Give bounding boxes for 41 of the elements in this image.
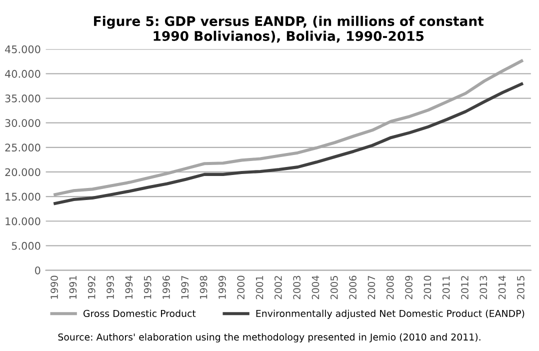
y-tick-label: 0 [35,266,40,274]
x-tick-label: 2002 [274,276,282,300]
y-tick-label: 20.000 [5,168,40,176]
x-tick-label: 1991 [69,276,77,299]
y-tick-label: 35.000 [5,94,40,102]
y-tick-label: 10.000 [6,217,40,226]
x-tick-label: 1998 [200,276,208,299]
x-tick-label: 2003 [293,276,301,300]
x-tick-label: 1997 [181,276,189,299]
x-tick-label: 1993 [106,276,114,299]
source-note: Source: Authors' elaboration using the methodology presented in Jemio (2010 and 2011). [58,333,480,342]
y-tick-label: 45.000 [5,45,40,54]
y-tick-label: 5.000 [12,242,40,250]
legend-label: Environmentally adjusted Net Domestic Product (EANDP) [256,310,524,319]
x-tick-label: 2011 [442,276,450,300]
x-tick-label: 1995 [144,276,152,299]
x-tick-label: 2009 [405,276,412,300]
y-tick-label: 40.000 [5,70,40,78]
x-tick-label: 1992 [88,276,96,299]
x-tick-label: 2001 [256,276,264,300]
chart-title: Figure 5: GDP versus EANDP, (in millions of constant 1990 Bolivianos), Bolivia, 1990-2015 [94,16,484,43]
x-tick-label: 2010 [424,276,432,300]
y-tick-label: 30.000 [5,119,40,127]
x-tick-label: 2000 [237,276,245,300]
x-tick-label: 1996 [162,276,170,299]
y-tick-label: 25.000 [5,144,40,152]
y-tick-label: 15.000 [6,192,40,201]
x-tick-label: 2015 [517,276,524,300]
x-tick-label: 1990 [50,276,58,299]
legend-label: Gross Domestic Product [83,310,196,318]
x-tick-label: 1999 [218,276,226,299]
x-tick-label: 1994 [125,276,133,299]
x-tick-label: 2006 [349,276,356,300]
x-tick-label: 2005 [330,276,338,300]
x-tick-label: 2012 [461,276,468,300]
x-tick-label: 2004 [312,276,320,300]
x-tick-label: 2007 [368,276,376,300]
x-tick-label: 2013 [480,276,488,300]
x-tick-label: 2014 [498,276,506,300]
x-tick-label: 2008 [386,276,394,300]
line-series [54,82,524,205]
